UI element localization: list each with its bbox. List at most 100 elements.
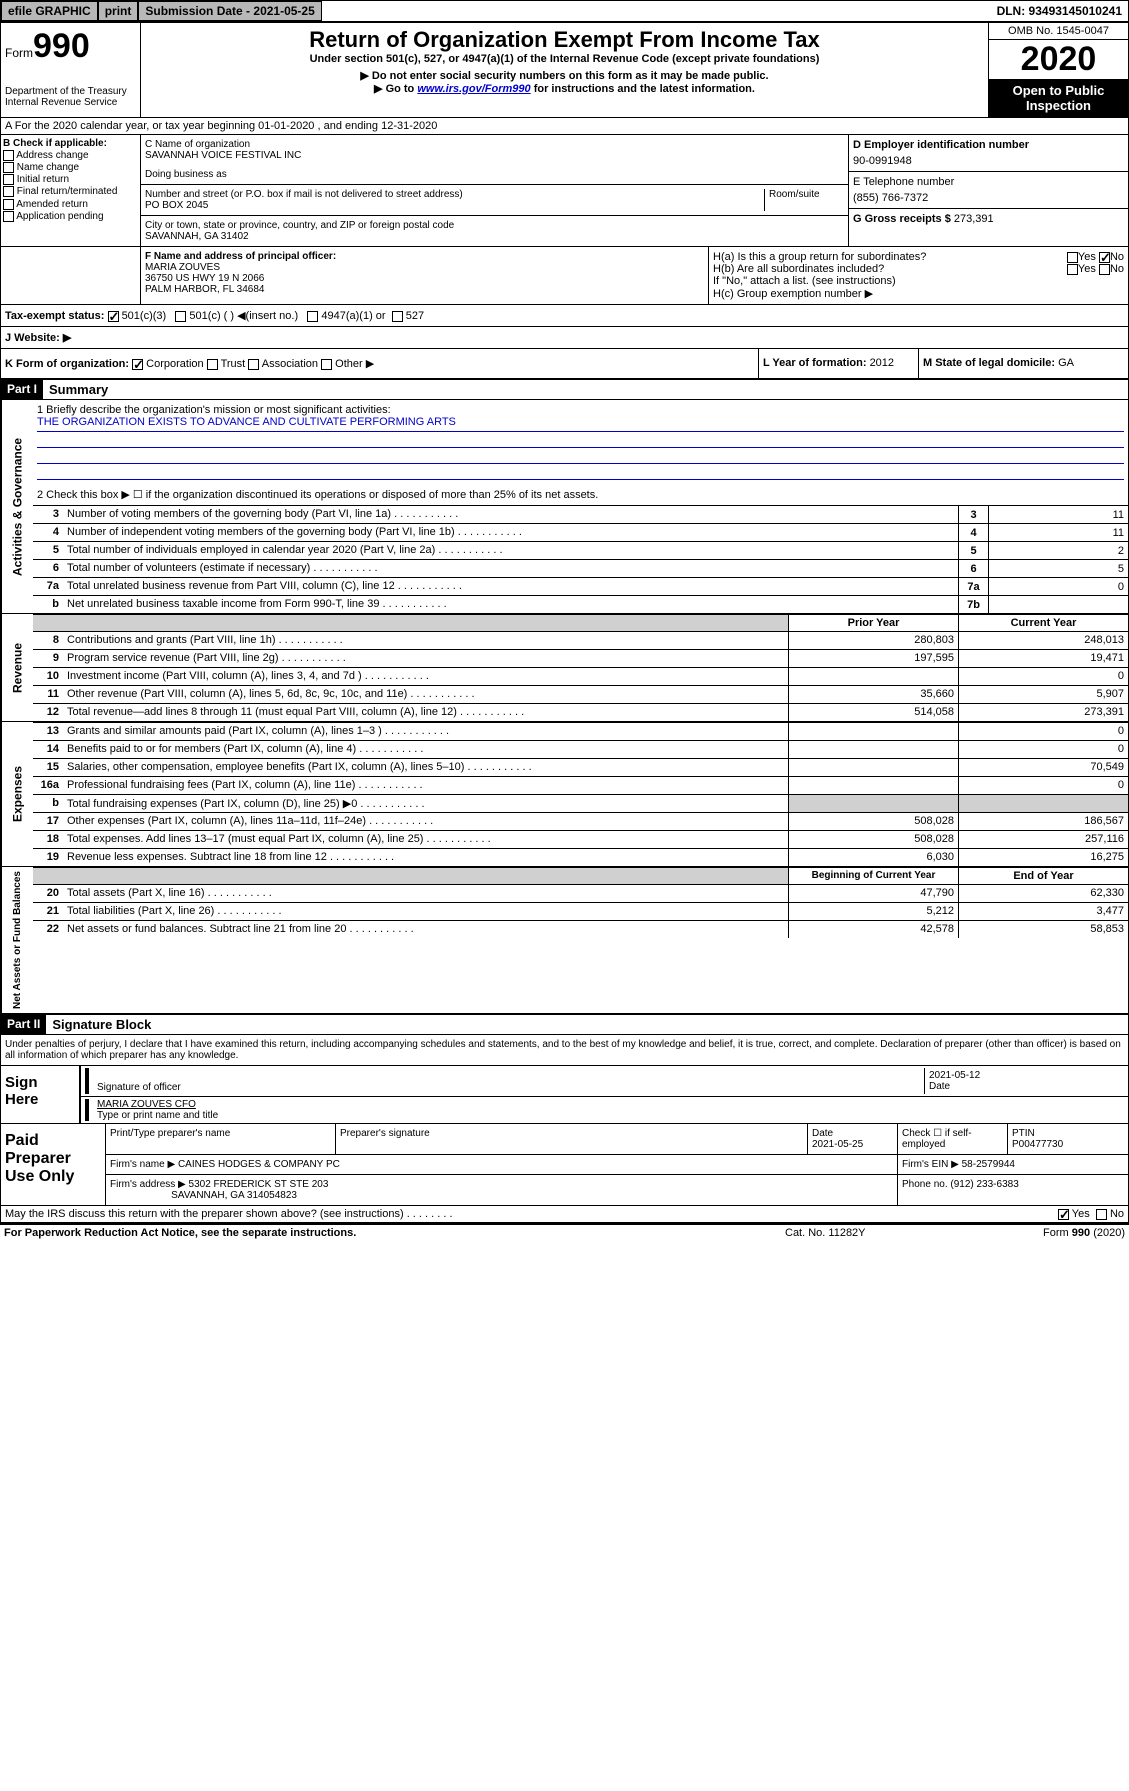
mission-label: 1 Briefly describe the organization's mi… <box>37 404 1124 416</box>
data-row: 14Benefits paid to or for members (Part … <box>33 740 1128 758</box>
data-row: 18Total expenses. Add lines 13–17 (must … <box>33 830 1128 848</box>
data-row: 22Net assets or fund balances. Subtract … <box>33 920 1128 938</box>
city: SAVANNAH, GA 31402 <box>145 231 844 242</box>
side-governance: Activities & Governance <box>1 400 33 613</box>
form-subtitle: Under section 501(c), 527, or 4947(a)(1)… <box>145 53 984 65</box>
tax-year-range: A For the 2020 calendar year, or tax yea… <box>1 118 1128 135</box>
firm-addr2: SAVANNAH, GA 314054823 <box>171 1190 297 1201</box>
room-label: Room/suite <box>764 189 844 211</box>
officer-addr1: 36750 US HWY 19 N 2066 <box>145 273 704 284</box>
hc-label: H(c) Group exemption number ▶ <box>713 287 1124 300</box>
efile-label: efile GRAPHIC <box>1 1 98 21</box>
gross-val: 273,391 <box>954 213 994 225</box>
prep-name-label: Print/Type preparer's name <box>106 1124 336 1154</box>
form-number: 990 <box>33 27 90 65</box>
mission-text: THE ORGANIZATION EXISTS TO ADVANCE AND C… <box>37 416 1124 432</box>
dln: DLN: 93493145010241 <box>991 2 1128 20</box>
sign-here-label: Sign Here <box>1 1066 81 1123</box>
tax-year: 2020 <box>989 40 1128 79</box>
gov-line: 6Total number of volunteers (estimate if… <box>33 559 1128 577</box>
part2-header: Part II <box>1 1015 46 1034</box>
form-header: Form990 Department of the Treasury Inter… <box>1 23 1128 118</box>
data-row: 15Salaries, other compensation, employee… <box>33 758 1128 776</box>
phone-label: E Telephone number <box>853 176 1124 188</box>
city-label: City or town, state or province, country… <box>145 220 844 231</box>
firm-phone: (912) 233-6383 <box>950 1179 1018 1190</box>
ptin: P00477730 <box>1012 1139 1063 1150</box>
corp-checkbox[interactable] <box>132 359 143 370</box>
discuss-question: May the IRS discuss this return with the… <box>5 1208 1058 1220</box>
form-footer: Form 990 (2020) <box>985 1227 1125 1239</box>
gov-line: bNet unrelated business taxable income f… <box>33 595 1128 613</box>
gov-line: 5Total number of individuals employed in… <box>33 541 1128 559</box>
addr: PO BOX 2045 <box>145 200 764 211</box>
addr-label: Number and street (or P.O. box if mail i… <box>145 189 764 200</box>
gov-line: 7aTotal unrelated business revenue from … <box>33 577 1128 595</box>
ha-label: H(a) Is this a group return for subordin… <box>713 251 926 263</box>
prep-date: 2021-05-25 <box>812 1139 863 1150</box>
data-row: 21Total liabilities (Part X, line 26) 5,… <box>33 902 1128 920</box>
name-title-label: Type or print name and title <box>97 1110 1124 1121</box>
gov-line: 4Number of independent voting members of… <box>33 523 1128 541</box>
data-row: 8Contributions and grants (Part VIII, li… <box>33 631 1128 649</box>
omb-number: OMB No. 1545-0047 <box>989 23 1128 40</box>
prep-sig-label: Preparer's signature <box>336 1124 808 1154</box>
officer-name-title: MARIA ZOUVES CFO <box>97 1099 1124 1110</box>
k-label: K Form of organization: <box>5 358 129 370</box>
firm-name: CAINES HODGES & COMPANY PC <box>178 1159 340 1170</box>
print-button[interactable]: print <box>98 1 139 21</box>
ein: 90-0991948 <box>853 155 1124 167</box>
org-name-label: C Name of organization <box>145 139 844 150</box>
part1-header: Part I <box>1 380 43 399</box>
501c3-checkbox[interactable] <box>108 311 119 322</box>
data-row: 11Other revenue (Part VIII, column (A), … <box>33 685 1128 703</box>
irs-link[interactable]: www.irs.gov/Form990 <box>417 83 530 95</box>
date-label: Date <box>929 1081 1120 1092</box>
irs: Internal Revenue Service <box>5 97 136 108</box>
year-formation: 2012 <box>870 357 894 369</box>
org-name: SAVANNAH VOICE FESTIVAL INC <box>145 150 844 161</box>
gov-line: 3Number of voting members of the governi… <box>33 505 1128 523</box>
form-title: Return of Organization Exempt From Incom… <box>145 27 984 53</box>
phone: (855) 766-7372 <box>853 192 1124 204</box>
data-row: bTotal fundraising expenses (Part IX, co… <box>33 794 1128 812</box>
end-year-header: End of Year <box>958 868 1128 884</box>
officer-name: MARIA ZOUVES <box>145 262 704 273</box>
state-domicile: GA <box>1058 357 1074 369</box>
discuss-yes-checkbox[interactable] <box>1058 1209 1069 1220</box>
begin-year-header: Beginning of Current Year <box>788 868 958 884</box>
prior-year-header: Prior Year <box>788 615 958 631</box>
side-expenses: Expenses <box>1 722 33 866</box>
pra-notice: For Paperwork Reduction Act Notice, see … <box>4 1227 785 1239</box>
form-prefix: Form <box>5 46 33 60</box>
top-bar: efile GRAPHIC print Submission Date - 20… <box>0 0 1129 22</box>
paid-preparer-label: Paid Preparer Use Only <box>1 1124 106 1205</box>
data-row: 13Grants and similar amounts paid (Part … <box>33 722 1128 740</box>
hb-label: H(b) Are all subordinates included? <box>713 263 884 275</box>
perjury-text: Under penalties of perjury, I declare th… <box>1 1035 1128 1066</box>
q2: 2 Check this box ▶ ☐ if the organization… <box>33 484 1128 505</box>
tax-status-label: Tax-exempt status: <box>5 310 104 322</box>
cat-no: Cat. No. 11282Y <box>785 1227 985 1239</box>
data-row: 10Investment income (Part VIII, column (… <box>33 667 1128 685</box>
check-applicable: B Check if applicable: Address change Na… <box>1 135 141 246</box>
dba-label: Doing business as <box>145 169 844 180</box>
sig-officer-label: Signature of officer <box>97 1082 924 1093</box>
dept-treasury: Department of the Treasury <box>5 86 136 97</box>
data-row: 16aProfessional fundraising fees (Part I… <box>33 776 1128 794</box>
self-employed-check: Check ☐ if self-employed <box>898 1124 1008 1154</box>
data-row: 17Other expenses (Part IX, column (A), l… <box>33 812 1128 830</box>
ssn-note: ▶ Do not enter social security numbers o… <box>145 69 984 82</box>
data-row: 19Revenue less expenses. Subtract line 1… <box>33 848 1128 866</box>
data-row: 12Total revenue—add lines 8 through 11 (… <box>33 703 1128 721</box>
firm-ein: 58-2579944 <box>962 1159 1015 1170</box>
side-netassets: Net Assets or Fund Balances <box>1 867 33 1013</box>
side-revenue: Revenue <box>1 614 33 721</box>
officer-addr2: PALM HARBOR, FL 34684 <box>145 284 704 295</box>
data-row: 20Total assets (Part X, line 16) 47,7906… <box>33 884 1128 902</box>
hb-note: If "No," attach a list. (see instruction… <box>713 275 1124 287</box>
sig-date: 2021-05-12 <box>929 1070 1120 1081</box>
firm-addr1: 5302 FREDERICK ST STE 203 <box>189 1179 329 1190</box>
officer-label: F Name and address of principal officer: <box>145 251 704 262</box>
part2-title: Signature Block <box>46 1015 157 1034</box>
